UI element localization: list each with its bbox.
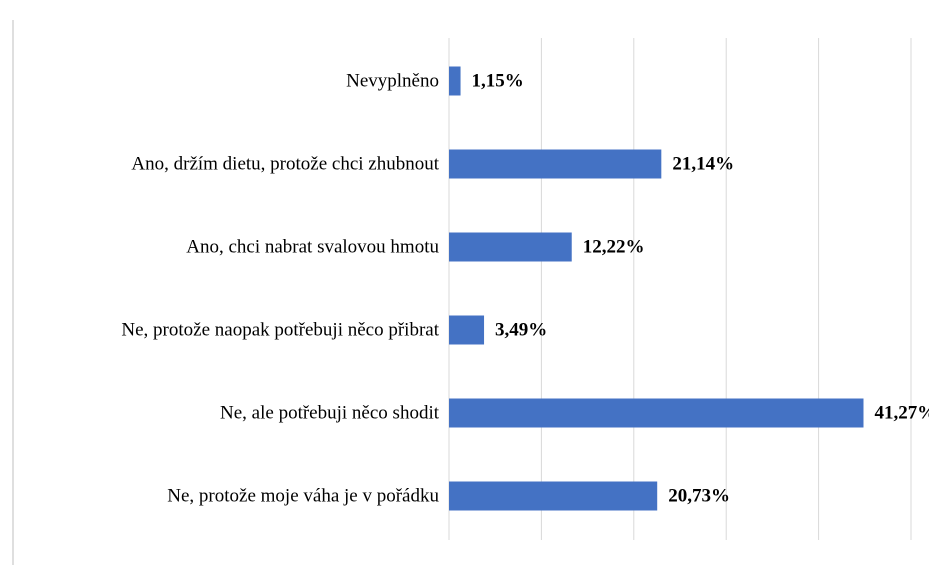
data-label: 1,15% xyxy=(472,70,524,91)
bar xyxy=(449,232,572,262)
bar xyxy=(449,66,461,96)
data-label: 3,49% xyxy=(495,319,547,340)
y-tick-label: Ne, protože moje váha je v pořádku xyxy=(167,485,439,506)
y-tick-label: Ano, držím dietu, protože chci zhubnout xyxy=(131,153,439,174)
data-label: 41,27% xyxy=(874,402,929,423)
y-tick-label: Ne, protože naopak potřebuji něco přibra… xyxy=(121,319,439,340)
bar xyxy=(449,149,662,179)
data-label: 20,73% xyxy=(668,485,730,506)
bar xyxy=(449,398,864,428)
data-label: 21,14% xyxy=(672,153,734,174)
bar xyxy=(449,315,485,345)
y-tick-label: Ne, ale potřebuji něco shodit xyxy=(220,402,440,423)
y-tick-label: Ano, chci nabrat svalovou hmotu xyxy=(186,236,439,257)
bar xyxy=(449,481,658,511)
y-tick-label: Nevyplněno xyxy=(346,70,439,91)
data-label: 12,22% xyxy=(583,236,645,257)
